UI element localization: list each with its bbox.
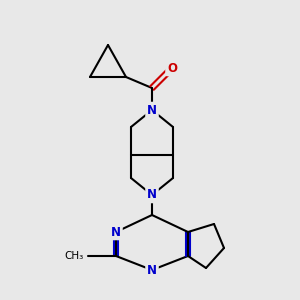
- Text: N: N: [111, 226, 121, 238]
- Text: O: O: [167, 61, 177, 74]
- Text: CH₃: CH₃: [65, 251, 84, 261]
- Text: N: N: [147, 263, 157, 277]
- Text: N: N: [147, 103, 157, 116]
- Text: N: N: [147, 188, 157, 202]
